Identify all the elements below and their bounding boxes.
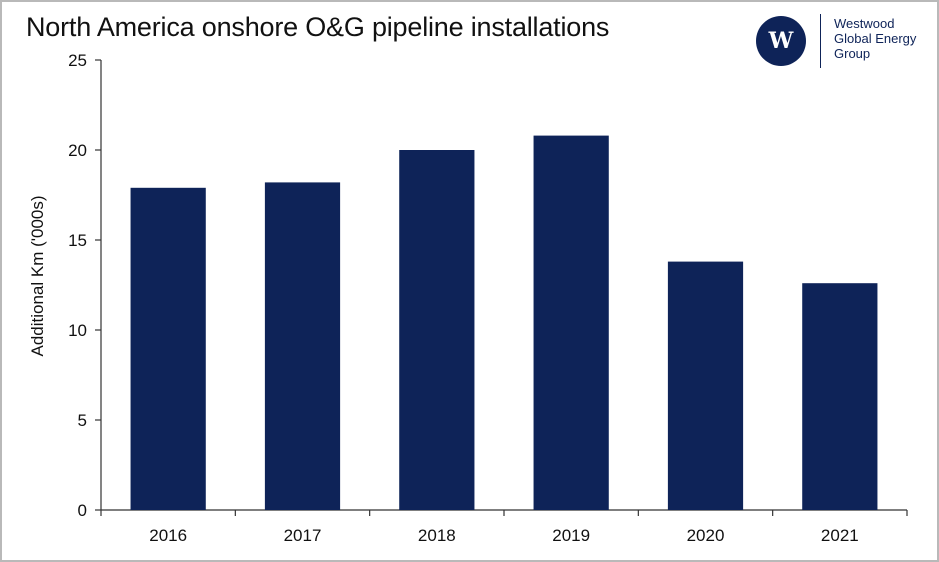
logo-mark-icon: W xyxy=(756,16,806,66)
logo-text: Westwood Global Energy Group xyxy=(834,16,916,61)
x-tick-label: 2021 xyxy=(821,526,859,545)
y-tick-label: 20 xyxy=(68,141,87,160)
y-tick-label: 10 xyxy=(68,321,87,340)
bar-2016 xyxy=(130,187,206,511)
logo-line-3: Group xyxy=(834,46,871,61)
logo-line-2: Global Energy xyxy=(834,31,917,46)
y-tick-label: 0 xyxy=(78,501,87,520)
x-tick-label: 2017 xyxy=(284,526,322,545)
x-tick-label: 2016 xyxy=(149,526,187,545)
bar-2021 xyxy=(802,283,878,510)
bar-2018 xyxy=(399,150,475,510)
chart-title: North America onshore O&G pipeline insta… xyxy=(26,12,610,42)
logo-divider xyxy=(820,14,821,68)
x-tick-label: 2019 xyxy=(552,526,590,545)
y-tick-label: 25 xyxy=(68,51,87,70)
bar-2017 xyxy=(264,182,341,510)
logo-line-1: Westwood xyxy=(834,16,895,31)
y-tick-label: 15 xyxy=(68,231,87,250)
bar-2020 xyxy=(667,261,744,510)
bar-2019 xyxy=(533,135,609,510)
x-tick-label: 2018 xyxy=(418,526,456,545)
x-tick-label: 2020 xyxy=(687,526,725,545)
y-tick-label: 5 xyxy=(78,411,87,430)
westwood-logo: W Westwood Global Energy Group xyxy=(756,14,926,68)
